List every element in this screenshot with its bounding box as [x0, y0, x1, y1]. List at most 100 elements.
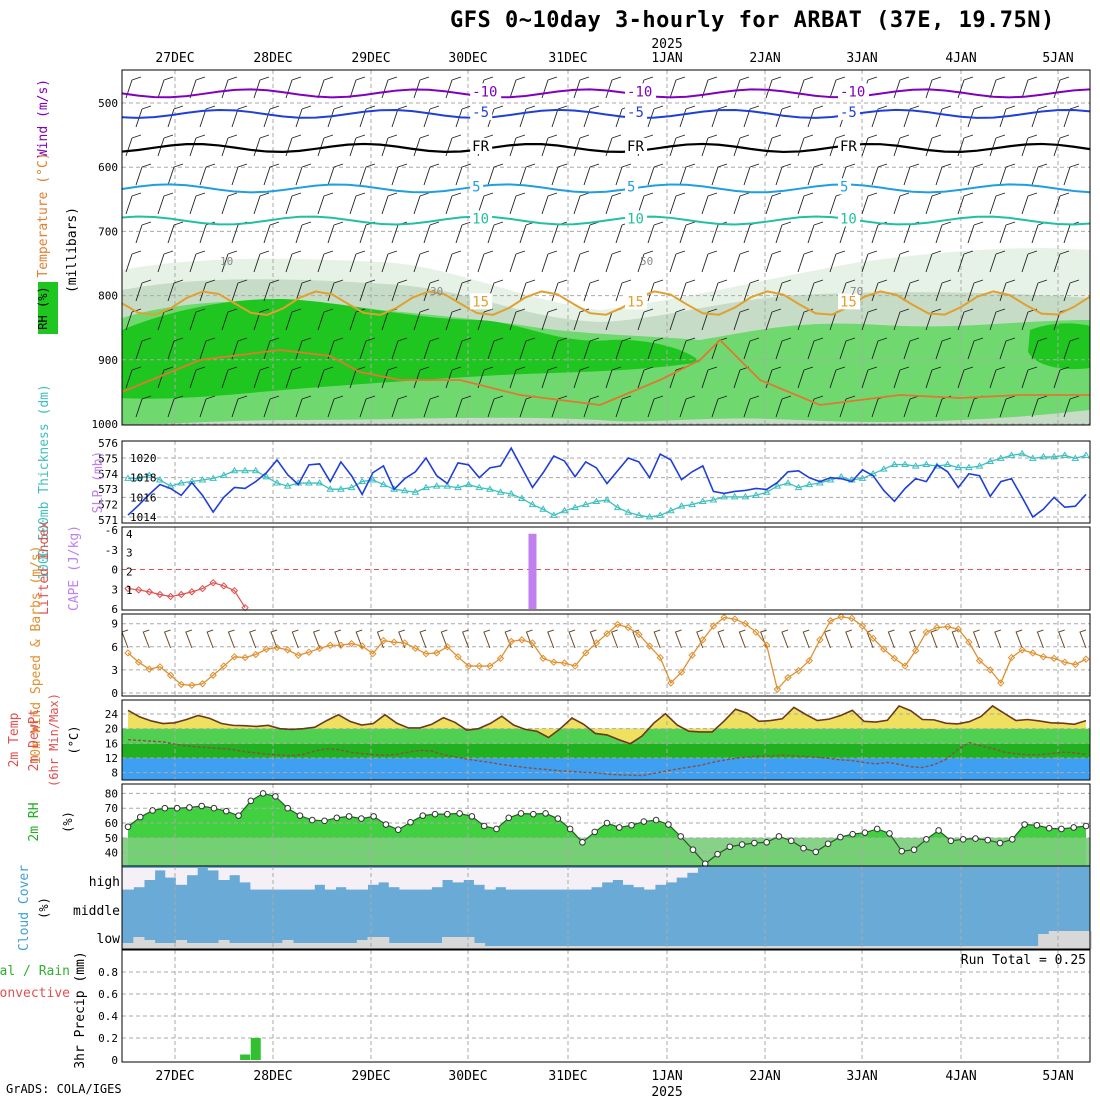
wind-barb: [583, 395, 600, 418]
thickness-marker: [816, 479, 824, 486]
cloud-low-bar: [921, 946, 933, 949]
tick-label: 1016: [130, 491, 157, 504]
wind-barb: [989, 250, 1006, 273]
rh-marker: [935, 827, 942, 834]
wind-speed-marker: [390, 638, 398, 646]
axis-label-unit: (%): [61, 811, 75, 833]
wind-barb: [679, 395, 696, 418]
thickness-marker: [677, 502, 686, 509]
wind-barb: [295, 221, 312, 244]
wind-speed-marker: [582, 649, 590, 657]
tick-label: 1020: [130, 452, 157, 465]
cloud-low-bar: [633, 946, 645, 949]
cloud-high-gap: [250, 868, 262, 890]
wind-speed-marker: [294, 651, 303, 659]
wind-speed-marker: [241, 653, 249, 662]
wind-barb: [547, 629, 555, 649]
cloud-high-gap: [505, 868, 518, 890]
wind-barb: [483, 629, 491, 649]
date-label: 31DEC: [548, 1069, 587, 1084]
cloud-low-bar: [963, 946, 975, 949]
wind-speed-marker: [422, 650, 430, 658]
wind-barb: [807, 337, 824, 360]
wind-speed-marker: [773, 685, 782, 693]
thickness-marker: [1039, 452, 1048, 460]
rh-marker: [775, 833, 783, 840]
wind-barb: [647, 163, 664, 186]
wind-barb: [781, 629, 789, 649]
rh-marker: [259, 790, 267, 797]
wind-barb: [717, 629, 725, 649]
cloud-low-bar: [899, 946, 911, 949]
thickness-marker: [230, 466, 239, 474]
thickness-marker: [1018, 449, 1027, 457]
rh-marker: [628, 821, 635, 829]
wind-barb: [519, 163, 536, 186]
rh-marker: [456, 810, 463, 817]
wind-barb: [461, 629, 470, 649]
wind-barb: [573, 366, 590, 389]
cloud-low-bar: [942, 946, 954, 949]
wind-barb: [999, 163, 1016, 186]
wind-barb: [605, 366, 622, 389]
date-label: 5JAN: [1042, 1069, 1073, 1084]
cloud-low-bar: [569, 946, 581, 949]
axis-label-dewpoint: 2m DewPt: [27, 709, 42, 772]
thickness-marker: [1050, 452, 1058, 460]
cloud-low-bar: [431, 943, 443, 949]
wind-barb: [679, 105, 696, 128]
wind-barb: [925, 192, 942, 215]
wind-speed-marker: [432, 649, 441, 657]
thickness-marker: [954, 463, 963, 471]
rh-marker: [321, 817, 328, 825]
contour-label: 5: [627, 179, 635, 195]
wind-barb: [669, 250, 686, 273]
cloud-low-bar: [654, 946, 667, 949]
wind-speed-marker: [326, 641, 334, 649]
wind-barb: [861, 366, 878, 389]
thickness-marker: [496, 488, 505, 495]
rh-marker: [837, 833, 844, 841]
cloud-low-bar: [282, 940, 294, 949]
wind-barb: [957, 250, 974, 273]
wind-barb: [551, 163, 568, 186]
contour-label-bg: [838, 178, 851, 195]
wind-speed-marker: [230, 653, 239, 661]
wind-barb: [653, 629, 661, 649]
lifted-index-marker: [230, 586, 239, 595]
rh-marker: [591, 828, 599, 836]
rh-marker: [726, 843, 734, 851]
date-label: 4JAN: [945, 51, 976, 66]
cloud-low-bar: [1059, 931, 1071, 949]
thickness-marker: [177, 479, 186, 486]
wind-barb: [541, 192, 558, 215]
thickness-marker: [209, 474, 218, 481]
wind-speed-marker: [305, 648, 313, 656]
cloud-high-gap: [654, 868, 667, 885]
cloud-high-gap: [303, 868, 315, 890]
wind-barb: [541, 308, 558, 331]
contour-label-bg: [470, 178, 484, 195]
axis-label-slp: SLP (mb): [91, 451, 106, 514]
cloud-low-bar: [974, 946, 986, 949]
cloud-high-gap: [431, 868, 443, 888]
cloud-low-bar: [718, 946, 730, 949]
thickness-marker: [134, 474, 143, 481]
rh-marker: [333, 814, 341, 822]
wind-barb: [610, 629, 619, 649]
wind-speed-marker: [571, 662, 579, 670]
lifted-index-marker: [145, 588, 153, 596]
cloud-low-bar: [175, 940, 188, 949]
date-label: 27DEC: [155, 1069, 194, 1084]
rh-marker: [873, 825, 881, 833]
thickness-marker: [688, 500, 697, 508]
wind-speed-marker: [997, 679, 1005, 687]
rh-contour-label: 50: [640, 255, 653, 268]
cloud-high-gap: [527, 868, 539, 890]
wind-barb: [157, 366, 174, 389]
wind-barb: [295, 337, 312, 360]
wind-barb: [199, 163, 216, 186]
wind-barb: [167, 337, 184, 360]
cloud-high-gap: [442, 868, 454, 880]
